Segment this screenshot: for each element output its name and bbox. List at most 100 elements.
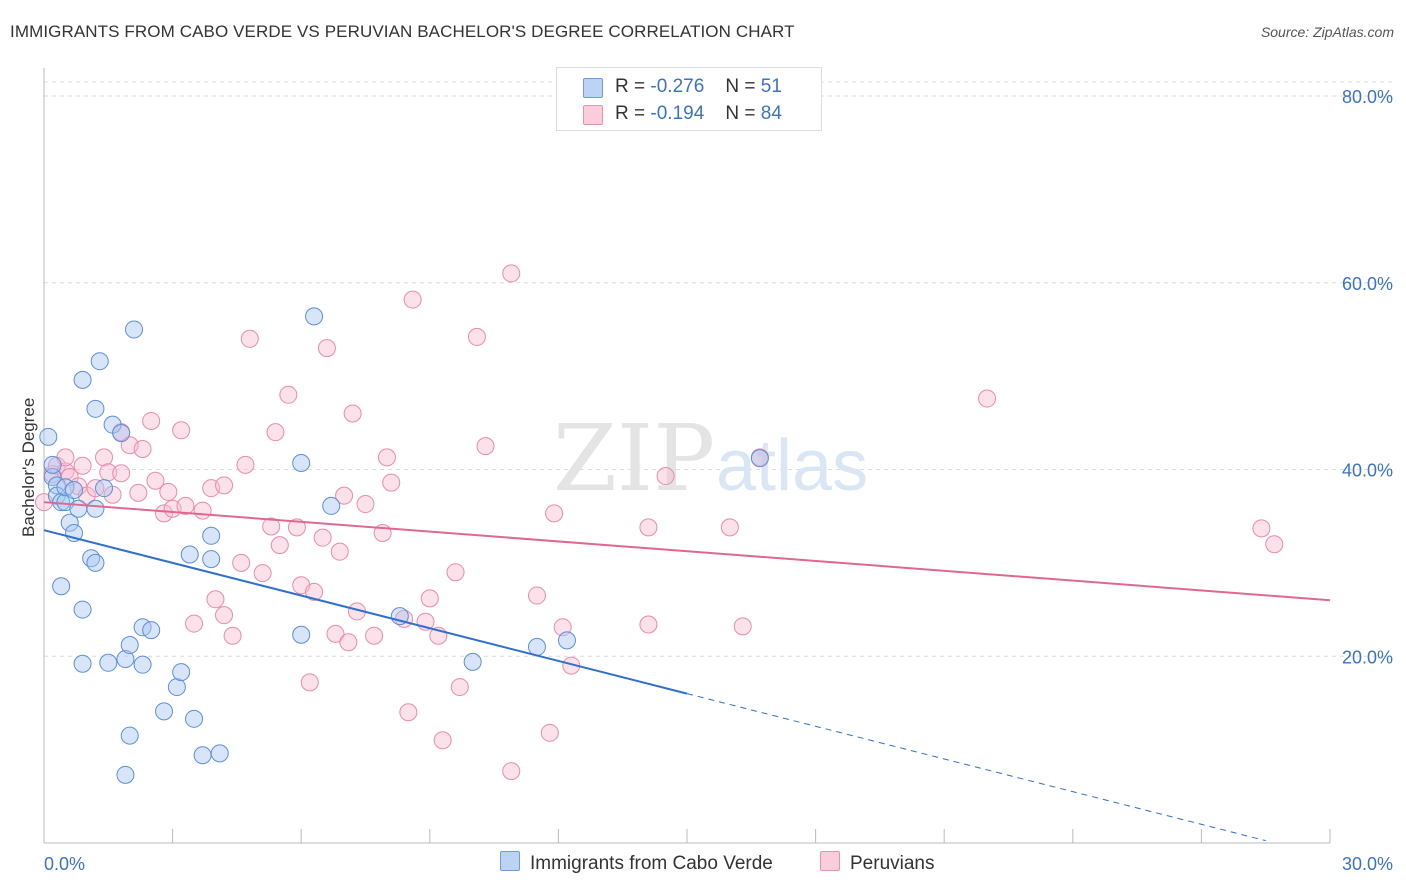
chart-title: IMMIGRANTS FROM CABO VERDE VS PERUVIAN B… [10, 22, 795, 41]
data-point-peruvians [232, 553, 251, 572]
data-point-peruvians [313, 528, 332, 547]
data-point-peruvians [95, 448, 114, 467]
data-point-peruvians [733, 617, 752, 636]
data-point-cabo-verde [73, 600, 92, 619]
data-point-peruvians [266, 423, 285, 442]
data-point-peruvians [656, 467, 675, 486]
legend-r-value: -0.276 [650, 76, 705, 97]
data-point-peruvians [502, 762, 521, 781]
chart-source: Source: ZipAtlas.com [1260, 24, 1394, 40]
bottom-legend-swatch-cabo-verde [500, 851, 520, 871]
data-point-cabo-verde [463, 652, 482, 671]
data-point-peruvians [639, 615, 658, 634]
data-point-cabo-verde [185, 709, 204, 728]
data-point-peruvians [262, 517, 281, 536]
data-point-cabo-verde [125, 320, 144, 339]
data-point-peruvians [287, 518, 306, 537]
trend-lines [43, 501, 1331, 842]
data-point-peruvians [450, 678, 469, 697]
trend-line-cabo-verde [43, 529, 688, 695]
data-point-cabo-verde [95, 479, 114, 498]
data-point-peruvians [112, 464, 131, 483]
trend-line-cabo-verde-extension [686, 693, 1266, 842]
data-point-peruvians [73, 456, 92, 475]
data-point-peruvians [335, 486, 354, 505]
data-point-peruvians [129, 483, 148, 502]
bottom-legend-swatch-peruvians [820, 851, 840, 871]
data-point-peruvians [176, 496, 195, 515]
stats-legend: R = -0.276 N = 51 R = -0.194 N = 84 [556, 67, 822, 131]
data-point-peruvians [279, 385, 298, 404]
data-point-peruvians [300, 673, 319, 692]
data-point-peruvians [236, 455, 255, 474]
legend-n-value: 51 [760, 76, 782, 97]
data-point-cabo-verde [116, 650, 135, 669]
data-point-cabo-verde [73, 654, 92, 673]
data-point-peruvians [343, 404, 362, 423]
legend-r-label: R = [615, 103, 646, 124]
y-tick-label: 40.0% [1342, 461, 1393, 481]
data-point-cabo-verde [557, 631, 576, 650]
data-point-cabo-verde [86, 499, 105, 518]
data-point-peruvians [330, 542, 349, 561]
data-point-peruvians [253, 564, 272, 583]
data-point-peruvians [540, 723, 559, 742]
data-point-peruvians [382, 473, 401, 492]
data-point-cabo-verde [193, 746, 212, 765]
data-point-peruvians [185, 614, 204, 633]
data-point-peruvians [502, 264, 521, 283]
y-axis-label: Bachelor's Degree [19, 398, 38, 537]
data-point-peruvians [270, 536, 289, 555]
data-point-cabo-verde [133, 655, 152, 674]
data-point-peruvians [146, 471, 165, 490]
data-point-cabo-verde [292, 625, 311, 644]
data-point-peruvians [317, 339, 336, 358]
watermark-atlas: atlas [716, 426, 868, 506]
legend-swatch-cabo-verde [583, 78, 603, 98]
y-tick-label: 60.0% [1342, 274, 1393, 294]
data-point-cabo-verde [60, 513, 79, 532]
data-point-peruvians [172, 421, 191, 440]
legend-swatch-peruvians [583, 105, 603, 125]
data-point-peruvians [420, 589, 439, 608]
y-tick-label: 20.0% [1342, 647, 1393, 667]
bottom-legend-label-peruvians: Peruvians [850, 853, 935, 874]
data-point-peruvians [403, 290, 422, 309]
watermark: ZIP atlas [553, 405, 868, 512]
data-point-cabo-verde [120, 636, 139, 655]
data-point-cabo-verde [292, 453, 311, 472]
data-point-peruvians [720, 518, 739, 537]
data-point-peruvians [142, 411, 161, 430]
data-point-peruvians [365, 626, 384, 645]
series-cabo-verde [39, 307, 769, 784]
data-point-peruvians [639, 518, 658, 537]
legend-r-label: R = [615, 76, 646, 97]
data-point-cabo-verde [527, 637, 546, 656]
data-point-cabo-verde [69, 499, 88, 518]
data-point-cabo-verde [116, 765, 135, 784]
trend-line-peruvians [43, 501, 1331, 602]
data-point-peruvians [133, 439, 152, 458]
data-point-cabo-verde [90, 352, 109, 371]
data-point-cabo-verde [180, 545, 199, 564]
bottom-legend-label-cabo-verde: Immigrants from Cabo Verde [530, 853, 773, 874]
data-point-cabo-verde [750, 449, 769, 468]
bottom-legend-peruvians: Peruvians [820, 851, 935, 877]
data-point-peruvians [527, 586, 546, 605]
legend-r-value: -0.194 [650, 103, 705, 124]
x-tick-label: 0.0% [44, 854, 85, 874]
data-point-cabo-verde [120, 726, 139, 745]
data-point-cabo-verde [155, 702, 174, 721]
bottom-legend-cabo-verde: Immigrants from Cabo Verde [500, 851, 773, 877]
data-point-cabo-verde [65, 481, 84, 500]
data-point-peruvians [240, 329, 259, 348]
x-tick-label: 30.0% [1342, 854, 1393, 874]
data-point-peruvians [433, 731, 452, 750]
data-point-peruvians [339, 633, 358, 652]
series-peruvians [35, 264, 1284, 781]
data-point-peruvians [1252, 519, 1271, 538]
data-point-peruvians [206, 590, 225, 609]
data-point-peruvians [326, 624, 345, 643]
data-point-peruvians [356, 495, 375, 514]
